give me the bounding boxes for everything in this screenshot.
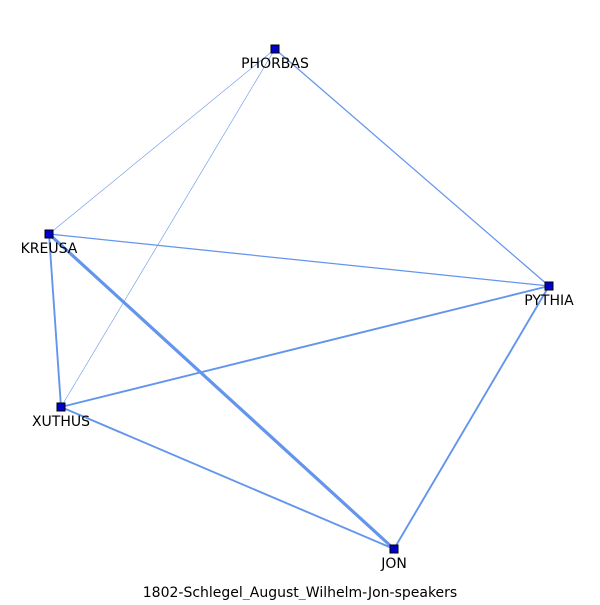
node-label-jon: JON	[380, 556, 407, 572]
edge-xuthus-jon	[60, 406, 395, 550]
labels-layer: PHORBAS KREUSA PYTHIA XUTHUS JON	[21, 56, 575, 572]
node-kreusa	[44, 229, 54, 239]
edge-kreusa-xuthus	[48, 233, 62, 408]
edge-kreusa-jon	[47, 232, 396, 551]
node-label-kreusa: KREUSA	[21, 241, 78, 257]
node-label-pythia: PYTHIA	[524, 293, 574, 309]
node-phorbas	[270, 44, 280, 54]
edge-phorbas-kreusa	[48, 48, 276, 235]
node-label-xuthus: XUTHUS	[32, 414, 90, 430]
edges-layer	[47, 48, 550, 551]
node-jon	[389, 544, 399, 554]
node-label-phorbas: PHORBAS	[241, 56, 309, 72]
node-pythia	[544, 281, 554, 291]
edge-kreusa-pythia	[48, 233, 550, 287]
edge-xuthus-pythia	[60, 285, 550, 408]
edge-phorbas-xuthus	[60, 48, 276, 408]
diagram-caption: 1802-Schlegel_August_Wilhelm-Jon-speaker…	[143, 585, 457, 600]
nodes-layer	[44, 44, 554, 554]
edge-pythia-jon	[393, 285, 550, 550]
edge-phorbas-pythia	[274, 48, 550, 287]
node-xuthus	[56, 402, 66, 412]
